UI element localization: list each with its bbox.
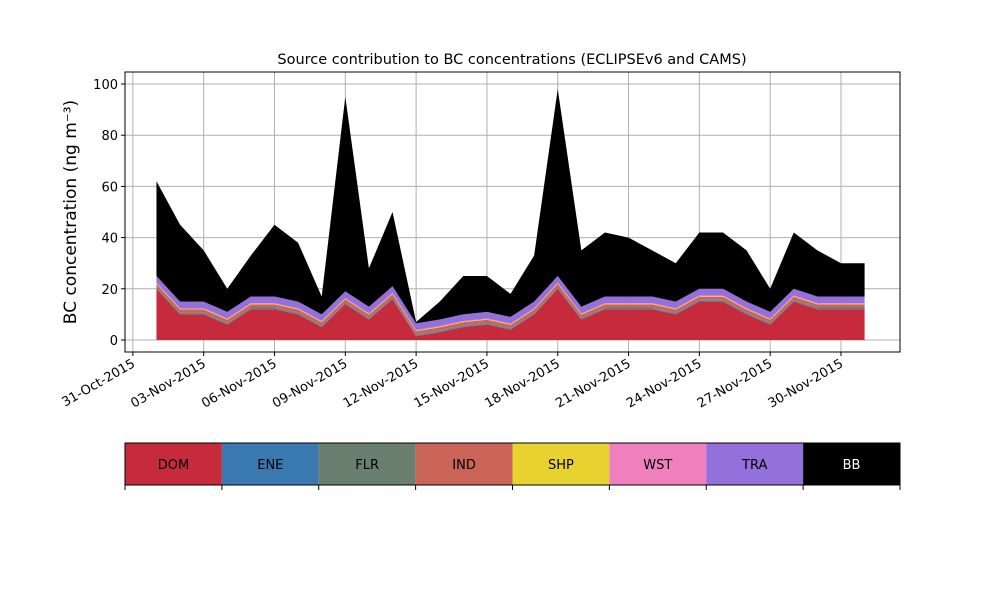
y-tick-label: 0 — [110, 334, 118, 349]
x-tick-label: 21-Nov-2015 — [553, 356, 633, 411]
legend-swatch — [318, 443, 416, 485]
legend-swatch — [706, 443, 804, 485]
x-tick-label: 30-Nov-2015 — [766, 356, 846, 411]
y-tick-label: 60 — [101, 180, 118, 195]
x-tick-label: 27-Nov-2015 — [695, 356, 775, 411]
x-tick-label: 06-Nov-2015 — [199, 356, 279, 411]
y-tick-label: 20 — [101, 283, 118, 298]
area — [156, 89, 865, 324]
legend-label: FLR — [355, 458, 379, 473]
legend-swatch — [803, 443, 900, 485]
x-tick-label: 31-Oct-2015 — [59, 356, 137, 410]
legend-swatch — [125, 443, 222, 485]
legend-label: SHP — [548, 458, 574, 473]
legend-label: TRA — [741, 458, 767, 473]
x-tick-label: 03-Nov-2015 — [128, 356, 208, 411]
legend-label: DOM — [158, 458, 189, 473]
x-tick-label: 24-Nov-2015 — [624, 356, 704, 411]
y-tick-label: 80 — [101, 129, 118, 144]
x-tick-label: 18-Nov-2015 — [482, 356, 562, 411]
legend-label: IND — [452, 458, 476, 473]
legend-swatch — [609, 443, 707, 485]
plot-frame — [124, 71, 901, 353]
legend-swatch — [512, 443, 610, 485]
y-tick-label: 40 — [101, 232, 118, 247]
x-tick-label: 09-Nov-2015 — [270, 356, 350, 411]
chart-title: Source contribution to BC concentrations… — [277, 52, 746, 68]
x-tick-label: 12-Nov-2015 — [341, 356, 421, 411]
area — [156, 288, 865, 340]
area — [156, 275, 865, 330]
x-tick-label: 15-Nov-2015 — [412, 356, 492, 411]
y-axis-label: BC concentration (ng m⁻³) — [61, 100, 81, 324]
legend-swatch — [221, 443, 319, 485]
legend-frame — [124, 442, 901, 486]
legend-label: ENE — [257, 458, 283, 473]
legend-swatch — [415, 443, 513, 485]
y-tick-label: 100 — [93, 78, 118, 93]
legend-label: BB — [843, 458, 861, 473]
legend-label: WST — [643, 458, 672, 473]
